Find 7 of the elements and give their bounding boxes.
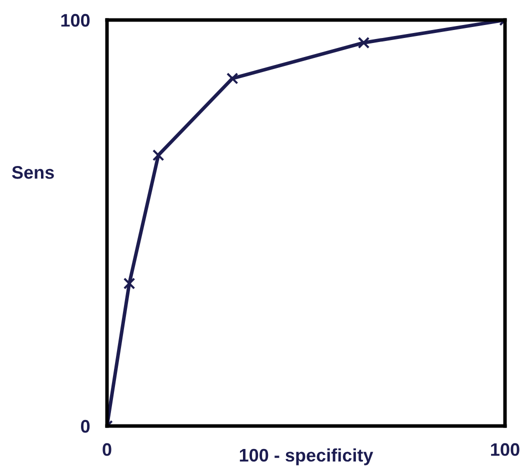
point xyxy=(152,149,164,162)
point xyxy=(123,278,136,290)
line-series xyxy=(107,20,505,426)
x-axis-title: 100 - specificity xyxy=(240,448,374,466)
y-axis-title: Sens xyxy=(12,166,54,179)
point xyxy=(358,36,370,49)
point xyxy=(226,72,238,84)
